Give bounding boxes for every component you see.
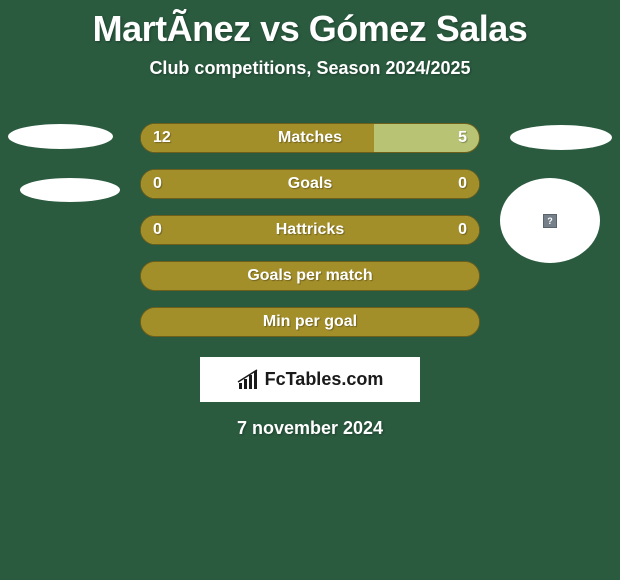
stat-label: Hattricks (141, 221, 479, 239)
stat-label: Matches (141, 129, 479, 147)
player-left-badge-2 (20, 178, 120, 202)
logo-text: FcTables.com (265, 369, 384, 390)
stat-label: Goals (141, 175, 479, 193)
stat-label: Min per goal (141, 313, 479, 331)
player-right-avatar: ? (500, 178, 600, 263)
subtitle: Club competitions, Season 2024/2025 (0, 58, 620, 79)
date-label: 7 november 2024 (0, 418, 620, 439)
stat-row: 0Hattricks0 (140, 215, 480, 245)
question-icon: ? (543, 214, 557, 228)
stat-row: 0Goals0 (140, 169, 480, 199)
chart-icon (237, 369, 259, 391)
stat-row: Min per goal (140, 307, 480, 337)
player-left-badge-1 (8, 124, 113, 149)
stat-row: 12Matches5 (140, 123, 480, 153)
stat-right-value: 0 (458, 175, 467, 193)
stat-row: Goals per match (140, 261, 480, 291)
stat-label: Goals per match (141, 267, 479, 285)
stat-right-value: 0 (458, 221, 467, 239)
fctables-logo: FcTables.com (200, 357, 420, 402)
player-right-badge-1 (510, 125, 612, 150)
page-title: MartÃnez vs Gómez Salas (0, 8, 620, 50)
stat-right-value: 5 (458, 129, 467, 147)
stats-container: 12Matches50Goals00Hattricks0Goals per ma… (140, 123, 480, 337)
